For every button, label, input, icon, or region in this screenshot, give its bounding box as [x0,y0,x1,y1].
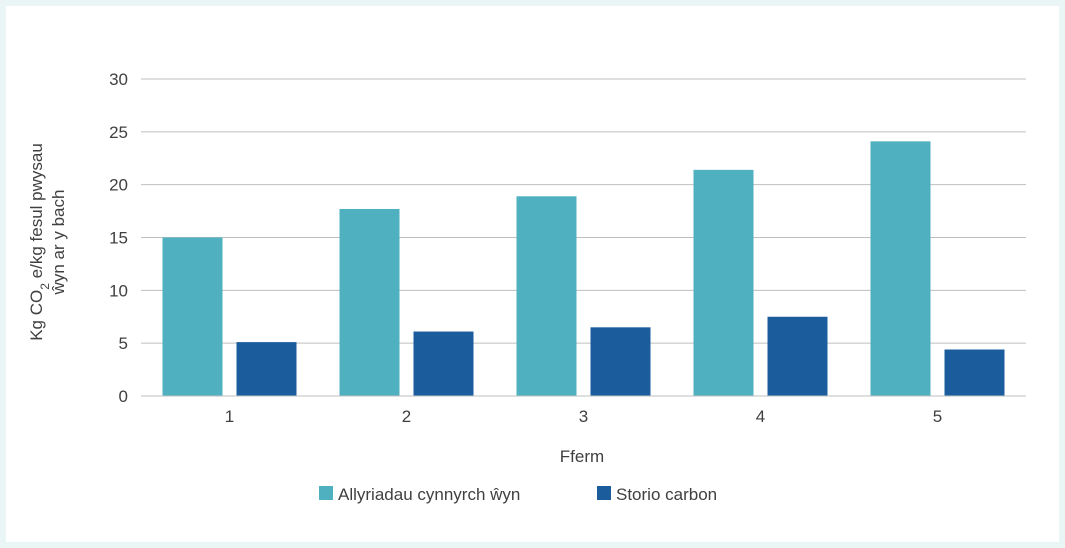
y-axis-ticks: 0 5 10 15 20 25 30 [109,70,128,406]
bar-carbon-storage-farm-3 [590,327,651,396]
legend-label: Storio carbon [616,485,717,504]
x-axis-ticks: 1 2 3 4 5 [225,407,942,426]
y-tick-label: 20 [109,176,128,195]
x-tick-label: 5 [933,407,942,426]
x-tick-label: 3 [579,407,588,426]
y-tick-label: 5 [119,334,128,353]
bar-emissions-farm-1 [162,237,223,396]
x-tick-label: 2 [402,407,411,426]
legend-swatch [597,486,611,500]
legend-label: Allyriadau cynnyrch ŵyn [338,485,520,504]
y-tick-label: 30 [109,70,128,89]
y-tick-label: 10 [109,281,128,300]
bar-carbon-storage-farm-4 [767,316,828,396]
chart-card: 0 5 10 15 20 25 30 1 2 3 4 5 Kg CO2 e/kg fesul pwy… [6,6,1059,542]
bars [162,141,1005,396]
y-axis-title-line2: ŵyn ar y bach [49,190,68,296]
bar-emissions-farm-2 [339,208,400,396]
x-tick-label: 4 [756,407,765,426]
legend: Allyriadau cynnyrch ŵyn Storio carbon [319,485,717,504]
bar-emissions-farm-3 [516,196,577,396]
bar-carbon-storage-farm-5 [944,349,1005,396]
y-axis-title-line1: Kg CO2 e/kg fesul pwysau [27,143,52,341]
legend-swatch [319,486,333,500]
bar-emissions-farm-4 [693,169,754,396]
bar-chart: 0 5 10 15 20 25 30 1 2 3 4 5 Kg CO2 e/kg fesul pwy… [27,70,1026,504]
x-tick-label: 1 [225,407,234,426]
y-tick-label: 15 [109,229,128,248]
y-tick-label: 25 [109,123,128,142]
x-axis-title: Fferm [560,447,604,466]
y-tick-label: 0 [119,387,128,406]
bar-emissions-farm-5 [870,141,931,396]
bar-carbon-storage-farm-1 [236,342,297,396]
bar-carbon-storage-farm-2 [413,331,474,396]
